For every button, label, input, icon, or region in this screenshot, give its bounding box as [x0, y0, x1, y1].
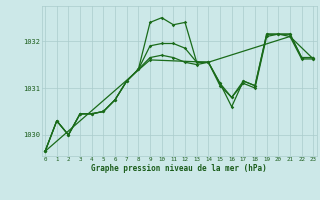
X-axis label: Graphe pression niveau de la mer (hPa): Graphe pression niveau de la mer (hPa)	[91, 164, 267, 173]
